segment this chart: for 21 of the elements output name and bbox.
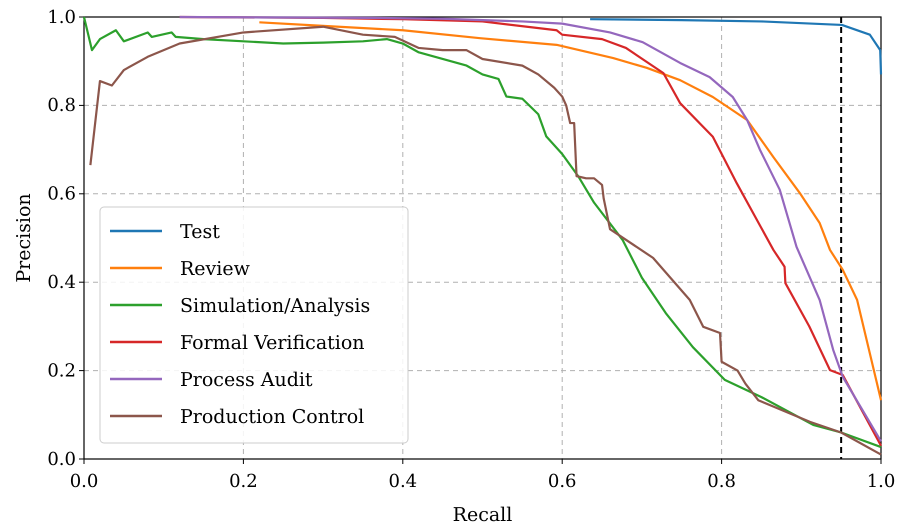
y-axis-title: Precision [13,193,35,283]
x-tick-label: 0.8 [707,470,736,492]
legend-label: Process Audit [180,369,313,391]
legend-label: Production Control [180,406,364,428]
y-tick-label: 0.6 [47,184,76,205]
x-tick-label: 1.0 [866,470,896,492]
y-tick-label: 0.0 [47,448,76,470]
y-tick-label: 0.2 [47,360,76,382]
legend-label: Simulation/Analysis [180,295,370,317]
x-tick-label: 0.2 [229,470,258,492]
x-tick-label: 0.0 [70,470,98,492]
legend-label: Test [180,221,220,243]
legend-label: Review [180,258,251,280]
x-axis-title: Recall [452,504,512,526]
y-tick-label: 0.4 [47,272,76,293]
y-tick-label: 1.0 [47,6,76,28]
x-tick-label: 0.6 [548,470,577,492]
line-series [588,18,882,76]
y-tick-label: 0.8 [47,95,76,116]
x-tick-label: 0.4 [388,470,418,492]
legend-label: Formal Verification [180,332,365,354]
